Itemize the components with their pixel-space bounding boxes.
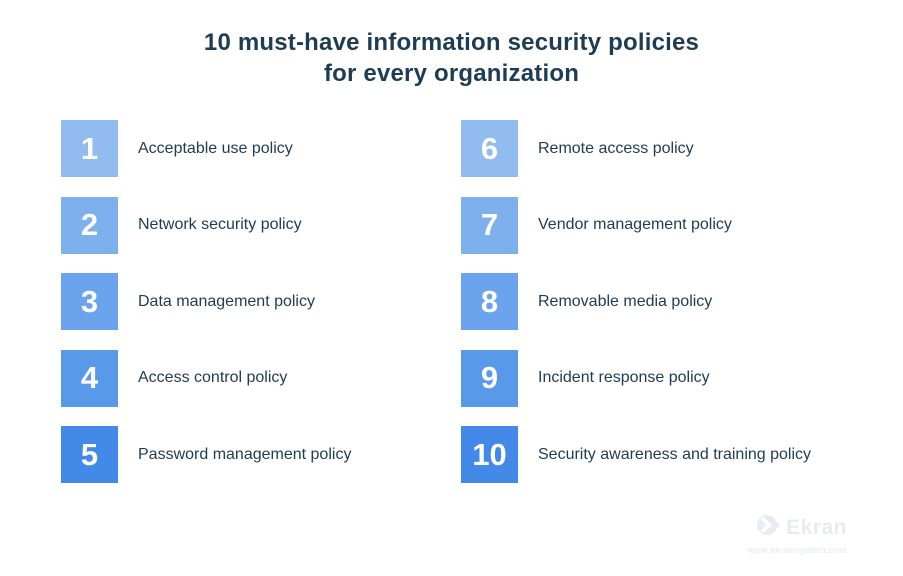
policy-label: Data management policy <box>138 292 315 310</box>
policy-item-6: 6 Remote access policy <box>461 120 811 177</box>
policy-number-badge: 5 <box>61 426 118 483</box>
policy-number-badge: 3 <box>61 273 118 330</box>
policy-column-right: 6 Remote access policy 7 Vendor manageme… <box>461 120 811 483</box>
policy-number-badge: 6 <box>461 120 518 177</box>
policy-item-3: 3 Data management policy <box>61 273 351 330</box>
policy-item-10: 10 Security awareness and training polic… <box>461 426 811 483</box>
policy-label: Security awareness and training policy <box>538 445 812 463</box>
policy-label: Network security policy <box>138 216 302 233</box>
double-chevron-right-icon <box>757 512 781 543</box>
brand-name: Ekran <box>786 515 847 539</box>
policy-number-badge: 2 <box>61 196 118 254</box>
policy-label: Remote access policy <box>538 139 694 157</box>
policy-number-badge: 10 <box>461 426 518 483</box>
brand-watermark: Ekran www.ekransystem.com <box>747 512 847 555</box>
policy-number-badge: 8 <box>461 273 518 330</box>
policy-item-2: 2 Network security policy <box>61 196 351 254</box>
page-title-line2: for every organization <box>323 60 580 87</box>
policy-number-badge: 9 <box>461 349 518 407</box>
policy-number-badge: 1 <box>61 120 118 177</box>
brand-url: www.ekransystem.com <box>747 545 847 555</box>
page-title: 10 must-have information security polici… <box>0 27 903 89</box>
policy-label: Acceptable use policy <box>138 139 293 157</box>
policy-label: Incident response policy <box>538 369 710 386</box>
policy-label: Password management policy <box>138 445 352 463</box>
page-title-line1: 10 must-have information security polici… <box>203 29 700 56</box>
policy-label: Access control policy <box>138 369 288 386</box>
policy-label: Removable media policy <box>538 292 713 310</box>
policy-item-9: 9 Incident response policy <box>461 349 811 407</box>
policy-number-badge: 7 <box>461 196 518 254</box>
policy-item-5: 5 Password management policy <box>61 426 351 483</box>
policy-item-8: 8 Removable media policy <box>461 273 811 330</box>
policy-label: Vendor management policy <box>538 216 732 233</box>
policy-item-1: 1 Acceptable use policy <box>61 120 351 177</box>
policy-number-badge: 4 <box>61 349 118 407</box>
policy-column-left: 1 Acceptable use policy 2 Network securi… <box>61 120 351 483</box>
policy-item-7: 7 Vendor management policy <box>461 196 811 254</box>
policy-item-4: 4 Access control policy <box>61 349 351 407</box>
